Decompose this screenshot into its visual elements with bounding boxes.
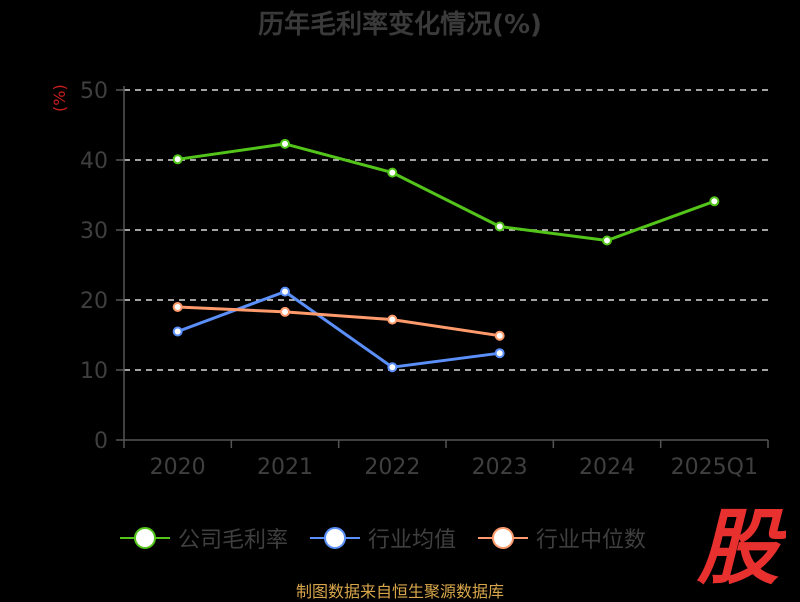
data-point: [494, 221, 505, 232]
data-source-note: 制图数据来自恒生聚源数据库: [295, 582, 504, 601]
y-tick-label: 30: [80, 219, 108, 244]
legend-marker-icon: [478, 527, 529, 549]
data-point: [280, 138, 290, 149]
x-tick-label: 2021: [257, 455, 313, 480]
series-line-1: [177, 290, 500, 369]
chart-title: 历年毛利率变化情况(%): [258, 10, 542, 40]
legend-label: 公司毛利率: [178, 528, 289, 553]
data-point: [280, 306, 290, 317]
x-tick-label: 2023: [472, 455, 528, 480]
series-line-2: [177, 305, 500, 338]
y-tick-label: 0: [94, 429, 108, 454]
y-tick-label: 20: [80, 289, 108, 314]
data-point: [494, 330, 505, 341]
data-point: [172, 326, 183, 337]
y-tick-label: 40: [80, 149, 108, 174]
series-line-0: [177, 142, 715, 242]
legend-label: 行业中位数: [536, 528, 647, 553]
data-point: [172, 302, 183, 312]
y-tick-label: 10: [80, 359, 108, 384]
data-point: [387, 362, 398, 373]
x-tick-label: 2024: [579, 455, 635, 480]
legend-item-company-gross-margin[interactable]: 公司毛利率: [120, 522, 288, 554]
x-tick-label: 2025Q1: [671, 455, 758, 480]
data-point: [280, 286, 290, 297]
logo-glyph: 股: [696, 501, 786, 590]
data-point: [494, 348, 505, 359]
legend-marker-icon: [120, 527, 170, 549]
data-point: [602, 235, 612, 246]
data-point: [387, 314, 398, 325]
data-point: [387, 167, 398, 178]
x-tick-label: 2020: [150, 455, 206, 480]
data-point: [172, 154, 183, 165]
legend: 公司毛利率 行业均值 行业中位数: [120, 518, 668, 558]
x-tick-label: 2022: [364, 455, 420, 480]
legend-marker-icon: [310, 527, 361, 549]
data-point: [709, 196, 720, 207]
y-tick-label: 50: [80, 79, 108, 104]
legend-label: 行业均值: [368, 528, 457, 553]
legend-item-industry-average[interactable]: 行业均值: [310, 522, 456, 554]
legend-item-industry-median[interactable]: 行业中位数: [478, 522, 646, 554]
stock-logo: 股: [696, 501, 786, 590]
